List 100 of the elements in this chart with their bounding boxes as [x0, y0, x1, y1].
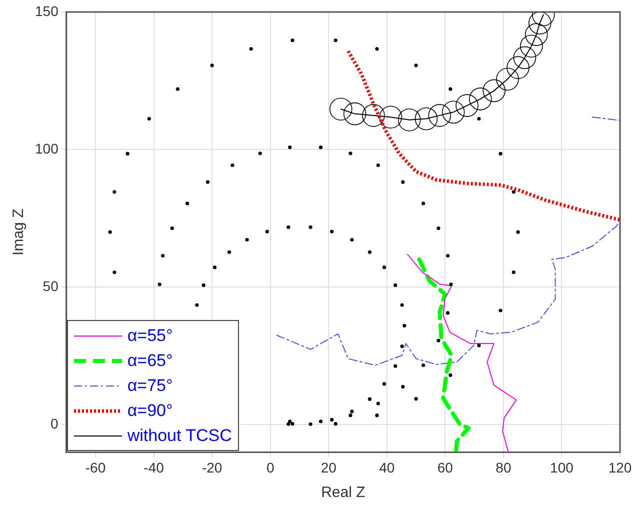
- y-tick-label: 100: [35, 140, 59, 156]
- point: [202, 283, 206, 287]
- x-axis-title: Real Z: [321, 484, 366, 502]
- point: [446, 254, 450, 258]
- point: [401, 180, 405, 184]
- point: [258, 152, 262, 156]
- x-tick-label: 40: [379, 459, 395, 476]
- point: [398, 108, 421, 132]
- point: [394, 283, 398, 287]
- point: [512, 190, 516, 194]
- point: [449, 282, 453, 286]
- point: [375, 414, 379, 418]
- point: [442, 100, 465, 124]
- x-tick-label: 120: [608, 459, 632, 476]
- point: [350, 410, 354, 414]
- point: [379, 106, 402, 128]
- point: [402, 324, 406, 328]
- point: [210, 64, 214, 68]
- point: [161, 254, 165, 258]
- point: [330, 418, 334, 422]
- point: [400, 344, 404, 348]
- point: [400, 303, 404, 307]
- point: [414, 64, 418, 68]
- point: [506, 56, 530, 79]
- point: [112, 270, 116, 274]
- point: [245, 238, 249, 242]
- point: [496, 68, 519, 91]
- point: [185, 202, 190, 206]
- y-axis-title: Imag Z: [10, 208, 28, 256]
- legend-label: α=55°: [127, 325, 173, 348]
- point: [376, 402, 380, 406]
- point: [249, 47, 253, 51]
- point: [498, 152, 502, 156]
- point: [206, 180, 210, 184]
- legend-label: α=75°: [127, 375, 173, 398]
- legend-label: α=65°: [127, 350, 173, 372]
- x-tick-label: 80: [496, 459, 512, 476]
- point: [290, 38, 294, 42]
- point: [343, 102, 366, 126]
- line-series: [417, 257, 470, 452]
- y-tick-label: 0: [50, 416, 59, 432]
- point: [382, 382, 386, 386]
- point: [230, 163, 234, 168]
- point: [482, 79, 506, 102]
- point: [308, 422, 312, 426]
- point: [469, 88, 492, 110]
- point: [318, 420, 323, 424]
- point: [212, 266, 216, 270]
- y-tick-label: 50: [42, 278, 59, 294]
- point: [414, 107, 438, 130]
- x-tick-label: 100: [550, 459, 574, 476]
- point: [147, 116, 151, 121]
- point: [401, 384, 405, 389]
- point: [368, 397, 372, 401]
- point: [227, 250, 232, 254]
- point: [414, 397, 418, 401]
- point: [334, 38, 338, 42]
- point: [126, 152, 130, 156]
- point: [290, 422, 294, 426]
- point: [286, 422, 290, 426]
- point: [436, 338, 440, 342]
- point: [362, 104, 385, 127]
- x-tick-label: 0: [266, 459, 274, 476]
- point: [436, 226, 440, 230]
- x-tick-label: -20: [202, 459, 222, 476]
- x-tick-label: 60: [437, 459, 454, 476]
- point: [158, 282, 162, 286]
- point: [108, 230, 112, 234]
- point: [446, 311, 450, 315]
- point: [265, 230, 269, 234]
- point: [428, 104, 452, 127]
- point: [456, 94, 478, 117]
- point: [170, 226, 174, 230]
- point: [512, 270, 516, 274]
- point: [498, 308, 502, 312]
- point: [348, 152, 352, 156]
- point: [176, 87, 180, 91]
- point: [375, 47, 379, 51]
- point: [348, 414, 352, 418]
- point: [350, 238, 354, 242]
- point: [528, 12, 552, 34]
- point: [329, 98, 352, 121]
- y-tick-label: 150: [35, 2, 59, 19]
- point: [513, 46, 536, 70]
- line-series: [346, 49, 620, 222]
- point: [334, 422, 338, 426]
- x-tick-label: -60: [85, 459, 106, 476]
- x-tick-label: -40: [144, 459, 164, 476]
- point: [477, 116, 481, 121]
- point: [422, 202, 426, 206]
- point: [376, 163, 380, 168]
- point: [288, 420, 292, 424]
- point: [524, 23, 548, 46]
- point: [477, 344, 481, 348]
- x-tick-label: 20: [320, 459, 337, 476]
- point: [520, 34, 543, 58]
- legend-label: without TCSC: [127, 425, 232, 448]
- point: [516, 230, 520, 234]
- point: [286, 225, 290, 229]
- point: [422, 363, 426, 368]
